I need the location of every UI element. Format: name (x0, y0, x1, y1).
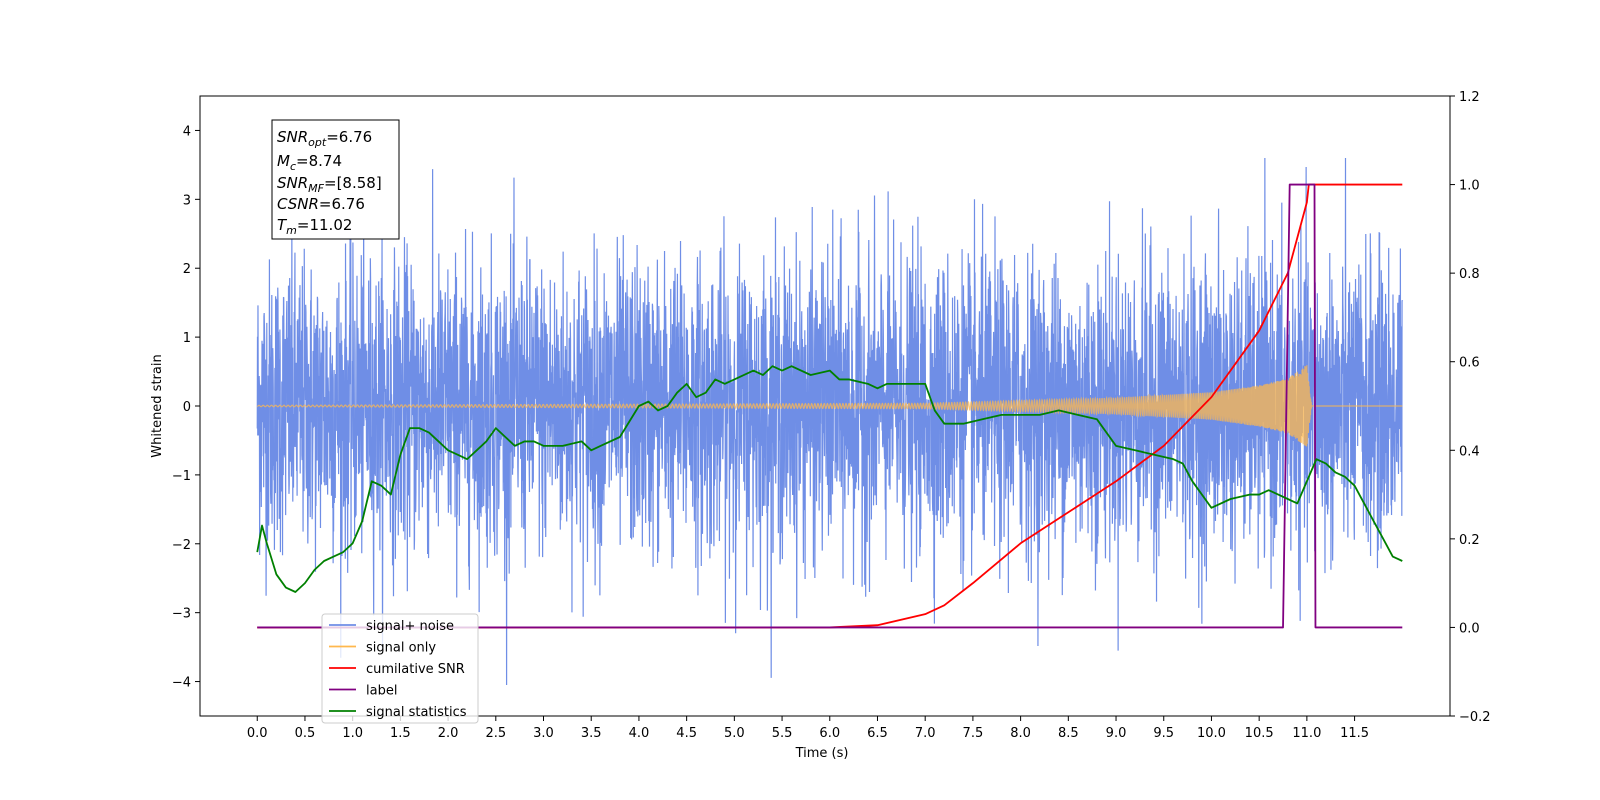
x-tick-label: 9.0 (1106, 726, 1127, 741)
x-tick-label: 7.0 (915, 726, 936, 741)
y-axis-label: Whitened strain (150, 354, 165, 457)
legend-label: label (366, 684, 397, 699)
x-tick-label: 3.5 (581, 726, 602, 741)
x-tick-label: 1.5 (390, 726, 411, 741)
info-tm: Tm=11.02 (277, 216, 352, 237)
x-tick-label: 0.0 (247, 726, 268, 741)
x-tick-label: 10.0 (1197, 726, 1226, 741)
y2-tick-label: −0.2 (1459, 710, 1491, 725)
info-snr-mf: SNRMF=[8.58] (277, 174, 382, 195)
y2-tick-label: 0.8 (1459, 267, 1480, 282)
y2-tick-label: 0.0 (1459, 621, 1480, 636)
y2-tick-label: 0.2 (1459, 533, 1480, 548)
series-cumulative-snr (257, 183, 1403, 629)
y2-tick-label: 0.4 (1459, 444, 1480, 459)
y-axis-right: 1.2 1.0 0.8 0.6 0.4 0.2 0.0 −0.2 (1450, 90, 1491, 725)
x-tick-label: 0.5 (295, 726, 316, 741)
x-tick-label: 3.0 (533, 726, 554, 741)
legend: signal+ noise signal only cumilative SNR la… (321, 613, 479, 724)
y-tick-label: 1 (183, 331, 191, 346)
series-signal-noise (256, 157, 1403, 686)
legend-label: signal only (366, 641, 436, 656)
x-tick-label: 5.5 (772, 726, 793, 741)
info-snr-opt: SNRopt=6.76 (277, 128, 372, 149)
y-tick-label: 0 (183, 400, 191, 415)
label-line (257, 183, 1403, 629)
x-tick-label: 5.0 (724, 726, 745, 741)
cumulative-snr-line (257, 183, 1403, 629)
y-tick-label: 3 (183, 193, 191, 208)
x-axis: 0.0 0.5 1.0 1.5 2.0 2.5 3.0 3.5 4.0 4.5 5.0 5.5 6.0 6… (247, 716, 1369, 741)
y-tick-label: −1 (172, 469, 191, 484)
x-tick-label: 2.5 (485, 726, 506, 741)
y2-tick-label: 1.2 (1459, 90, 1480, 105)
x-tick-label: 9.5 (1153, 726, 1174, 741)
series-label (257, 183, 1403, 629)
y-tick-label: 4 (183, 124, 191, 139)
y-tick-label: 2 (183, 262, 191, 277)
x-tick-label: 11.5 (1340, 726, 1369, 741)
x-tick-label: 1.0 (342, 726, 363, 741)
x-tick-label: 7.5 (963, 726, 984, 741)
x-tick-label: 6.5 (867, 726, 888, 741)
series-signal-statistics (256, 365, 1403, 593)
x-tick-label: 4.0 (629, 726, 650, 741)
y2-tick-label: 0.6 (1459, 356, 1480, 371)
x-axis-label: Time (s) (795, 746, 849, 761)
info-csnr: CSNR=6.76 (277, 195, 365, 213)
plot-area (256, 157, 1403, 686)
legend-label: cumilative SNR (366, 662, 465, 677)
info-mc: Mc=8.74 (277, 152, 342, 173)
legend-label: signal+ noise (366, 619, 454, 634)
y-tick-label: −2 (172, 538, 191, 553)
x-tick-label: 6.0 (819, 726, 840, 741)
y2-tick-label: 1.0 (1459, 179, 1480, 194)
y-tick-label: −4 (172, 676, 191, 691)
x-tick-label: 8.0 (1010, 726, 1031, 741)
x-tick-label: 2.0 (438, 726, 459, 741)
x-tick-label: 8.5 (1058, 726, 1079, 741)
y-axis-left: 4 3 2 1 0 −1 −2 −3 −4 (172, 124, 200, 691)
signal-noise-line (256, 157, 1403, 686)
legend-label: signal statistics (366, 705, 467, 720)
x-tick-label: 4.5 (676, 726, 697, 741)
x-tick-label: 10.5 (1245, 726, 1274, 741)
info-box: SNRopt=6.76 Mc=8.74 SNRMF=[8.58] CSNR=6.… (271, 119, 400, 240)
signal-statistics-line (256, 365, 1403, 593)
y-tick-label: −3 (172, 607, 191, 622)
x-tick-label: 11.0 (1292, 726, 1321, 741)
